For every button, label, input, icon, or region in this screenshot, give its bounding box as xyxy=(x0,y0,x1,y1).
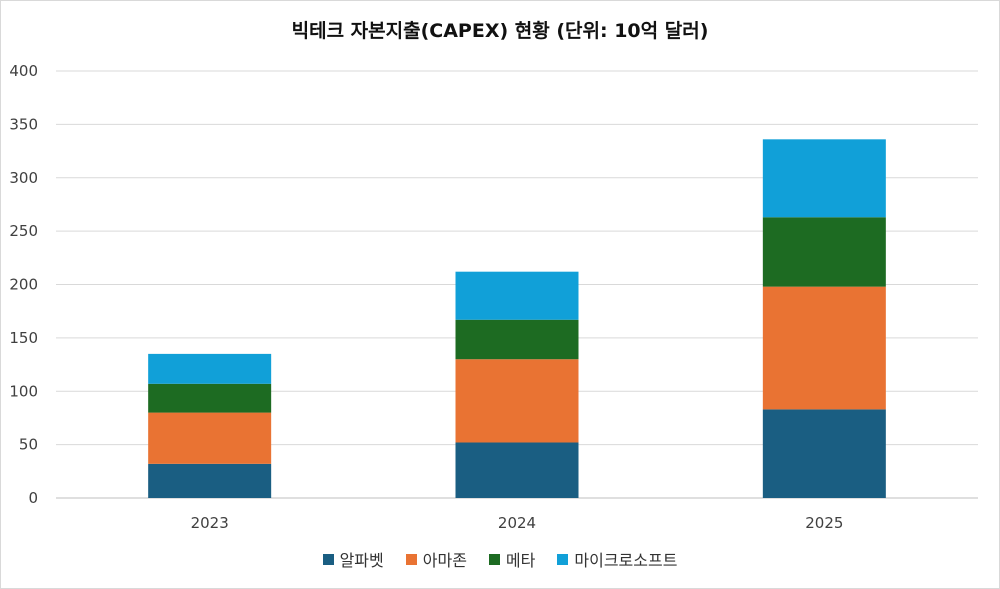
y-tick-label: 200 xyxy=(9,276,38,294)
bar-segment xyxy=(762,139,886,218)
legend-label: 메타 xyxy=(505,551,536,570)
legend-swatch xyxy=(405,553,417,565)
x-tick-label: 2023 xyxy=(191,514,229,532)
y-tick-label: 300 xyxy=(9,169,38,187)
legend-label: 알파벳 xyxy=(339,551,384,570)
bar-segment xyxy=(455,319,579,360)
bar-segment xyxy=(762,286,886,410)
legend-item: 알파벳 xyxy=(322,547,384,571)
y-tick-label: 50 xyxy=(19,436,38,454)
bar-segment xyxy=(148,412,272,464)
legend-label: 마이크로소프트 xyxy=(574,551,678,570)
legend-label: 아마존 xyxy=(422,551,467,570)
y-tick-label: 0 xyxy=(28,489,38,507)
legend-item: 아마존 xyxy=(405,547,467,571)
bar-segment xyxy=(148,383,272,413)
y-tick-label: 150 xyxy=(9,329,38,347)
legend-swatch xyxy=(557,553,569,565)
y-tick-label: 100 xyxy=(9,382,38,400)
legend-item: 마이크로소프트 xyxy=(557,547,677,571)
bar-segment xyxy=(762,217,886,287)
bar-segment xyxy=(455,442,579,498)
legend-swatch xyxy=(322,553,334,565)
legend-swatch xyxy=(488,553,500,565)
bar-segment xyxy=(762,409,886,498)
bar-segment xyxy=(148,463,272,498)
y-tick-label: 250 xyxy=(9,222,38,240)
bar-segment xyxy=(148,353,272,384)
y-tick-label: 350 xyxy=(9,115,38,133)
labels-layer: 0 50 100 150 200 250 300 350 400 2023 2024 2025 xyxy=(9,62,843,532)
chart-title: 빅테크 자본지출(CAPEX) 현황 (단위: 10억 달러) xyxy=(291,20,709,42)
y-tick-label: 400 xyxy=(9,62,38,80)
x-tick-label: 2024 xyxy=(498,514,536,532)
bars-layer xyxy=(148,139,886,498)
legend-item: 메타 xyxy=(488,547,536,571)
bar-segment xyxy=(455,359,579,443)
bar-segment xyxy=(455,271,579,320)
x-tick-label: 2025 xyxy=(805,514,843,532)
chart-legend: 알파벳 아마존 메타 마이크로소프트 xyxy=(0,547,1000,571)
